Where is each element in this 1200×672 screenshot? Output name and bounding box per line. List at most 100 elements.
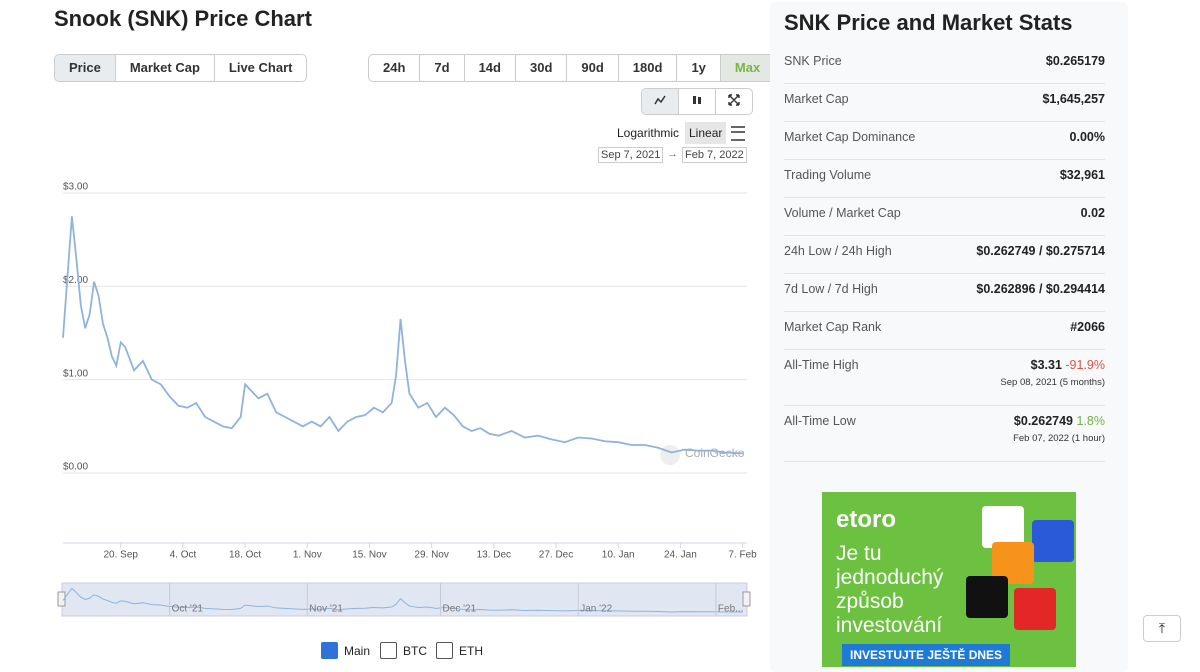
checkbox[interactable] (436, 642, 453, 659)
tab[interactable]: Price (55, 55, 116, 81)
ad-tile (966, 576, 1008, 618)
stats-title: SNK Price and Market Stats (784, 10, 1073, 35)
range-button[interactable]: 14d (465, 55, 516, 81)
price-line (62, 216, 743, 455)
date-to[interactable]: Feb 7, 2022 (682, 147, 747, 163)
ad-cta[interactable]: INVESTUJTE JEŠTĚ DNES (842, 644, 1011, 666)
stat-row: 24h Low / 24h High $0.262749 / $0.275714 (784, 244, 1105, 274)
icon (728, 94, 740, 106)
y-tick-label: $3.00 (63, 182, 88, 193)
stat-label: 7d Low / 7d High (784, 282, 878, 296)
stat-value: $32,961 (1060, 168, 1105, 182)
navigator-label: Feb... (718, 604, 744, 615)
stat-label: SNK Price (784, 54, 842, 68)
ad-banner[interactable]: etoro Je tu jednoduchý způsob investován… (822, 492, 1076, 667)
candle-icon[interactable] (679, 89, 716, 114)
range-button[interactable]: 180d (619, 55, 678, 81)
menu-icon[interactable] (731, 126, 745, 141)
ad-brand: etoro (836, 506, 896, 533)
navigator-handle[interactable] (742, 591, 751, 607)
stat-row: All-Time Low $0.262749 1.8% Feb 07, 2022 (… (784, 414, 1105, 462)
chart-type-group (641, 88, 753, 115)
stat-note: Sep 08, 2021 (5 months) (1000, 377, 1105, 388)
navigator-label: Oct '21 (172, 604, 204, 615)
stat-label: All-Time High (784, 358, 859, 372)
stat-row: SNK Price $0.265179 (784, 54, 1105, 84)
navigator-label: Nov '21 (309, 604, 343, 615)
stat-label: Trading Volume (784, 168, 872, 182)
stat-label: All-Time Low (784, 414, 856, 428)
navigator-label: Jan '22 (580, 604, 612, 615)
legend-item[interactable]: BTC (380, 642, 427, 659)
x-tick-label: 7. Feb (728, 550, 757, 561)
fullscreen-icon[interactable] (716, 89, 752, 114)
stat-value-text: $32,961 (1059, 168, 1105, 182)
stat-value: $0.265179 (1046, 54, 1105, 68)
stat-value-text: $0.262749 (1013, 414, 1074, 428)
page-title: Snook (SNK) Price Chart (54, 6, 312, 31)
stat-row: Volume / Market Cap 0.02 (784, 206, 1105, 236)
navigator-line (62, 587, 743, 613)
line-icon[interactable] (642, 89, 679, 114)
legend-item[interactable]: Main (321, 642, 370, 659)
stat-value: $1,645,257 (1042, 92, 1105, 106)
checkbox[interactable] (380, 642, 397, 659)
legend-label: ETH (459, 643, 483, 658)
stat-row: Market Cap Dominance 0.00% (784, 130, 1105, 160)
stat-value: 0.00% (1070, 130, 1105, 144)
legend-item[interactable]: ETH (436, 642, 483, 659)
navigator-handle[interactable] (57, 591, 66, 607)
x-tick-label: 20. Sep (103, 550, 138, 561)
navigator-label: Dec '21 (443, 604, 477, 615)
stat-row: Market Cap $1,645,257 (784, 92, 1105, 122)
linear-option[interactable]: Linear (685, 122, 727, 144)
tab-group: Price Market Cap Live Chart (54, 54, 308, 82)
range-button[interactable]: 24h (369, 55, 421, 81)
range-button[interactable]: 30d (516, 55, 568, 81)
stat-label: Market Cap (784, 92, 849, 106)
stat-change: 1.8% (1076, 414, 1106, 428)
x-tick-label: 10. Jan (602, 550, 635, 561)
checkbox[interactable] (321, 642, 338, 659)
stat-value-text: $0.262749 / $0.275714 (976, 244, 1105, 258)
stat-label: Volume / Market Cap (784, 206, 901, 220)
legend-label: Main (344, 643, 371, 658)
stat-value: $0.262749 / $0.275714 (976, 244, 1105, 258)
range-button[interactable]: Max (720, 55, 775, 81)
range-button[interactable]: 90d (567, 55, 619, 81)
stat-value: #2066 (1070, 320, 1105, 334)
x-tick-label: 15. Nov (352, 550, 386, 561)
scroll-top-button[interactable]: ⤒ (1143, 615, 1181, 642)
stat-label: Market Cap Rank (784, 320, 882, 334)
x-tick-label: 1. Nov (293, 550, 322, 561)
range-button[interactable]: 1y (677, 55, 721, 81)
price-chart: CoinGecko $0.00 $1.00 $2.00 $3.00 20. Sep 4. … (57, 182, 757, 617)
icon (654, 95, 666, 105)
log-option[interactable]: Logarithmic (617, 126, 680, 140)
stat-value-text: #2066 (1070, 320, 1105, 334)
stat-value-text: $0.262896 / $0.294414 (976, 282, 1105, 296)
stat-row: 7d Low / 7d High $0.262896 / $0.294414 (784, 282, 1105, 312)
x-tick-label: 13. Dec (477, 550, 511, 561)
ad-text: Je tu jednoduchý způsob investování (836, 542, 944, 637)
ad-tile (1032, 520, 1074, 562)
tab[interactable]: Live Chart (228, 60, 293, 75)
tab[interactable]: Market Cap (116, 55, 215, 81)
ad-tile (1014, 588, 1056, 630)
stat-value: 0.02 (1081, 206, 1105, 220)
ad-tile (982, 506, 1024, 548)
x-tick-label: 29. Nov (414, 550, 448, 561)
stat-value-text: 0.00% (1069, 130, 1105, 144)
menu-bar (731, 131, 745, 133)
stat-label: 24h Low / 24h High (784, 244, 892, 258)
stat-label: Market Cap Dominance (784, 130, 916, 144)
date-from[interactable]: Sep 7, 2021 (598, 147, 664, 163)
stat-value: $0.262896 / $0.294414 (976, 282, 1105, 296)
stat-value-text: $0.265179 (1045, 54, 1105, 68)
range-button[interactable]: 7d (420, 55, 465, 81)
stat-change: -91.9% (1065, 358, 1105, 372)
x-tick-label: 18. Oct (229, 550, 261, 561)
watermark-logo (660, 445, 680, 465)
